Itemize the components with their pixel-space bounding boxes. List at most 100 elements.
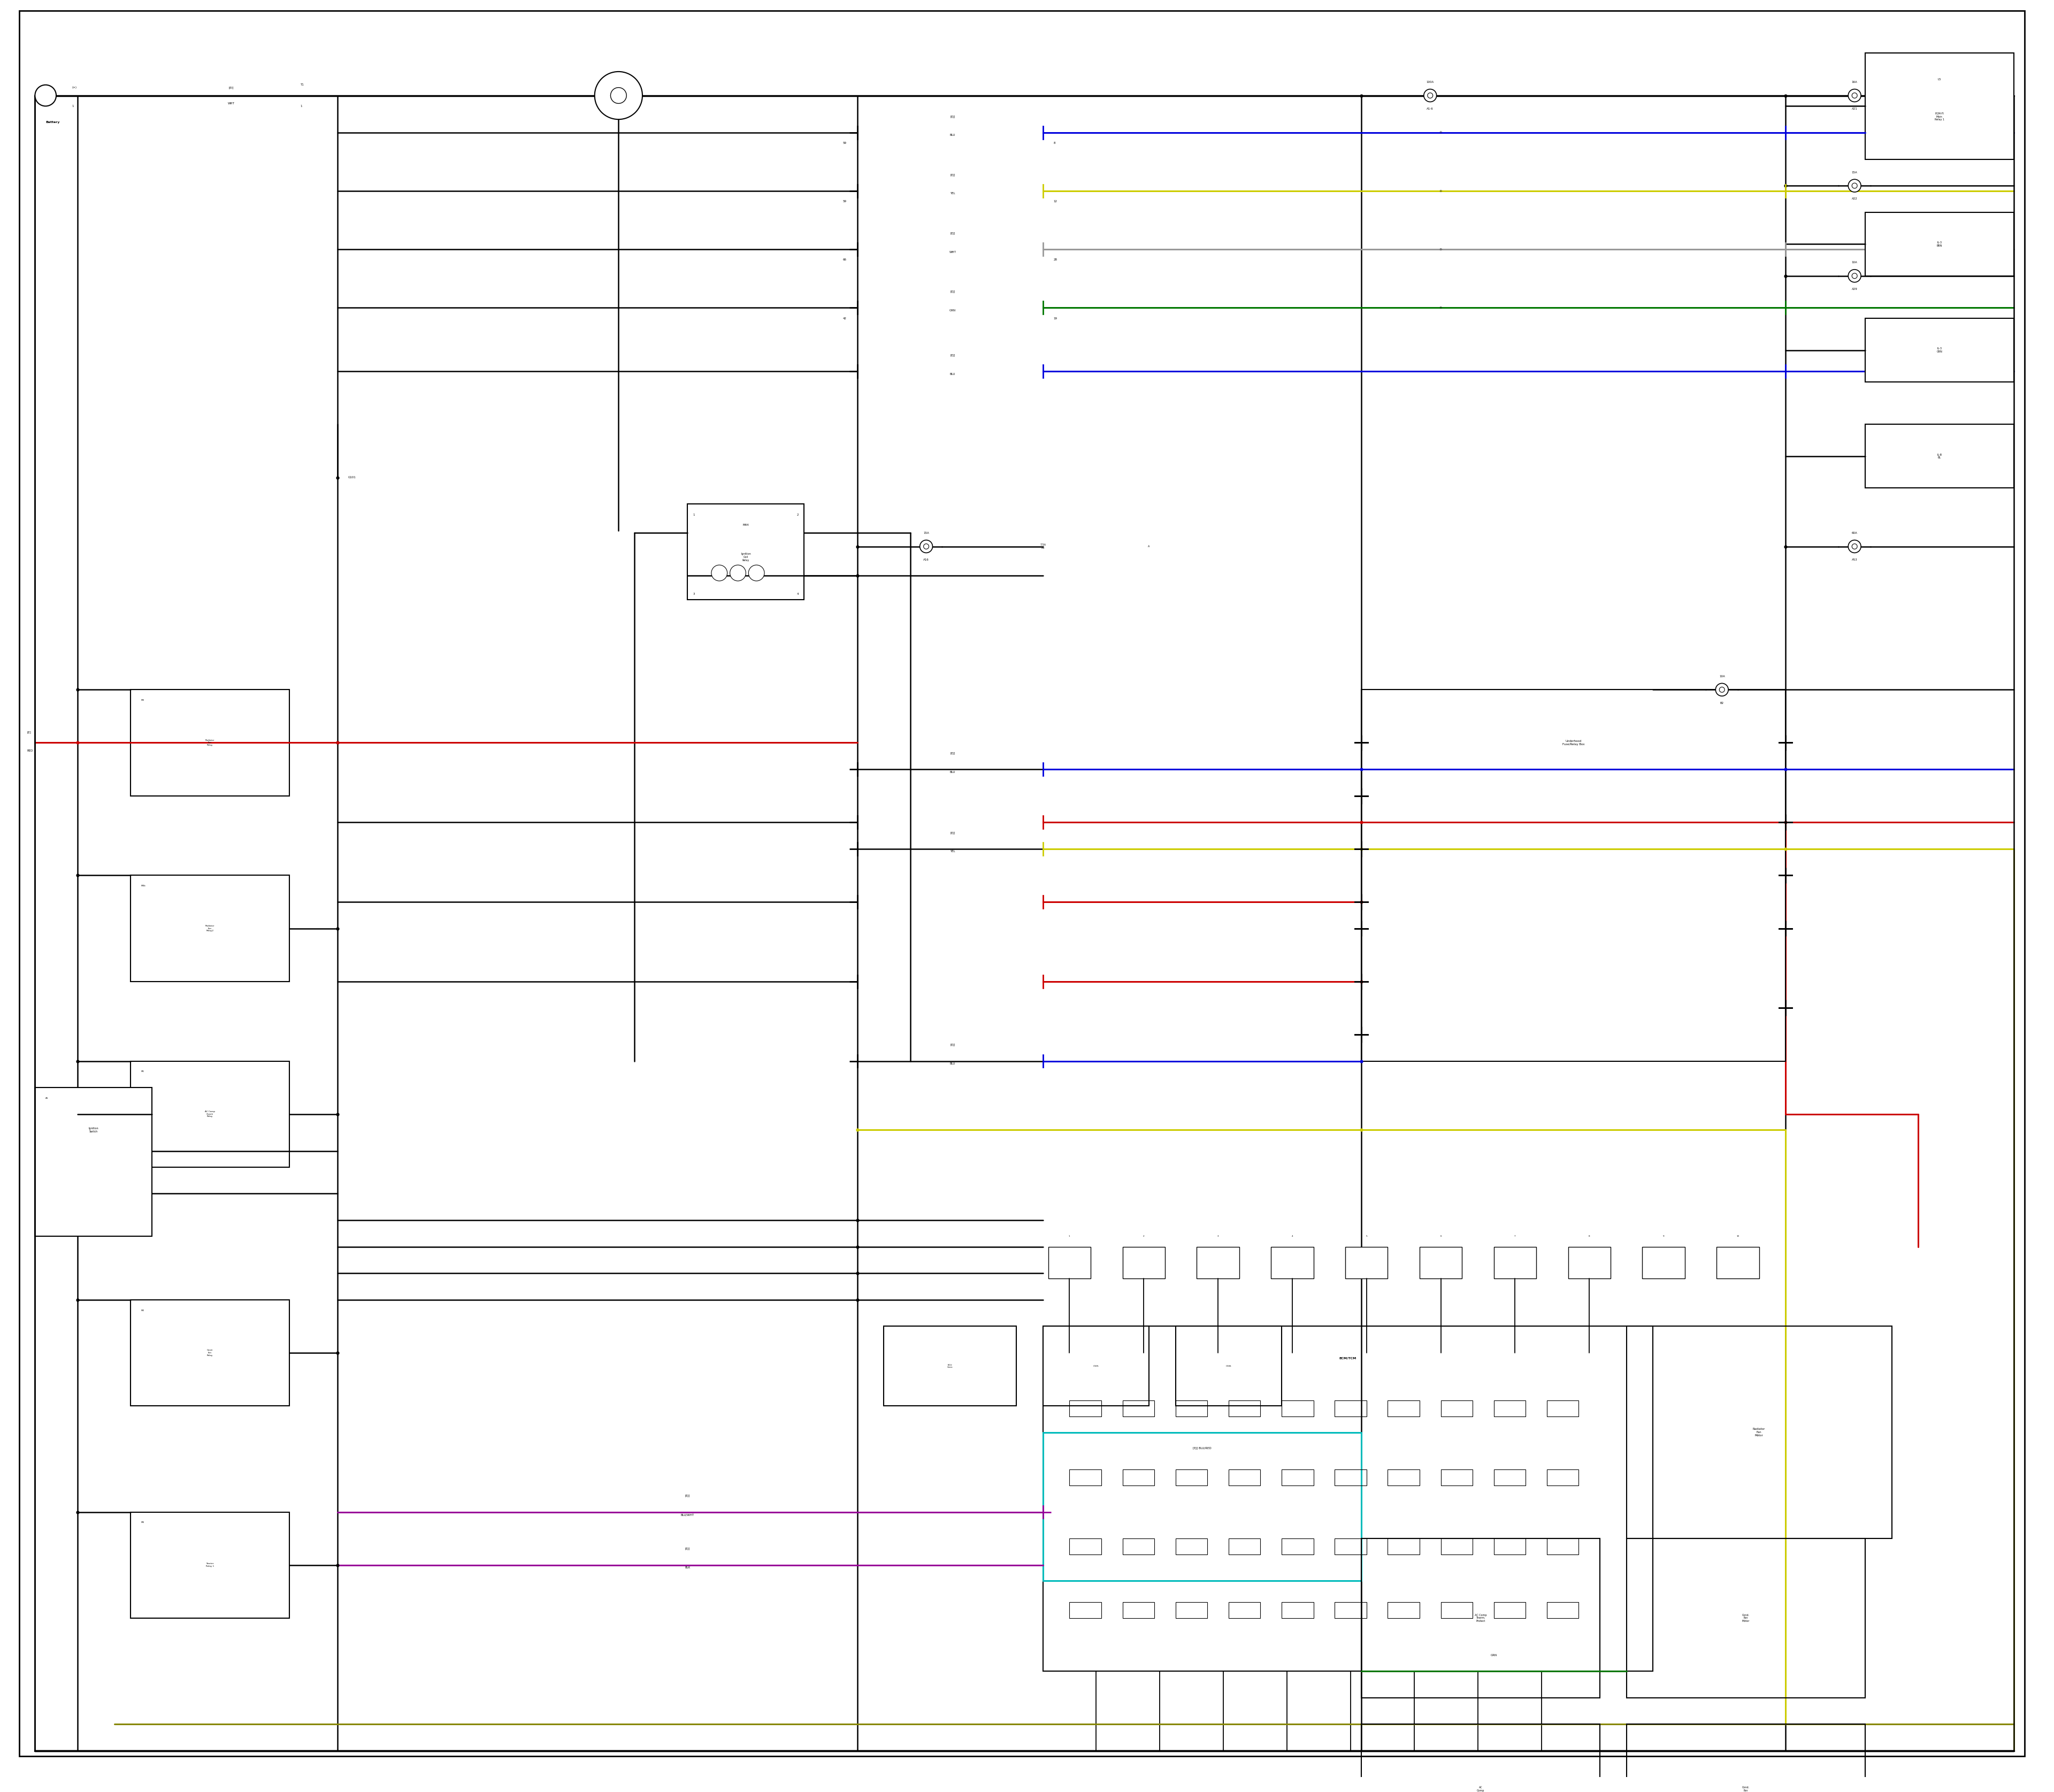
Text: [EJ]: [EJ] xyxy=(951,753,955,754)
Bar xyxy=(1335,1401,1366,1416)
Bar xyxy=(1440,1401,1473,1416)
Text: BLU: BLU xyxy=(949,771,955,774)
Text: M1: M1 xyxy=(142,1070,144,1073)
Bar xyxy=(1070,1602,1101,1618)
Bar xyxy=(1043,1326,1148,1407)
Bar xyxy=(1282,1602,1313,1618)
Bar xyxy=(1271,1247,1313,1278)
Bar xyxy=(1175,1326,1282,1407)
Circle shape xyxy=(1849,90,1861,102)
Bar xyxy=(1228,1602,1261,1618)
Bar xyxy=(1547,1602,1580,1618)
Bar xyxy=(1643,1247,1684,1278)
Text: Radiator
Fan
Relay: Radiator Fan Relay xyxy=(205,740,216,745)
Circle shape xyxy=(1849,269,1861,281)
Bar xyxy=(1493,1602,1526,1618)
Text: Cond.
Fan
Relay: Cond. Fan Relay xyxy=(207,1349,214,1357)
Bar xyxy=(1865,211,2013,276)
Bar xyxy=(131,690,290,796)
Bar xyxy=(1335,1539,1366,1554)
Text: BLK: BLK xyxy=(684,1566,690,1570)
Bar xyxy=(1567,1247,1610,1278)
Circle shape xyxy=(35,84,55,106)
Bar xyxy=(1440,1602,1473,1618)
Bar xyxy=(35,1088,152,1236)
Circle shape xyxy=(1849,539,1861,552)
Circle shape xyxy=(1719,686,1725,692)
Bar xyxy=(1175,1539,1208,1554)
Text: 10: 10 xyxy=(1736,1235,1740,1236)
Text: IL-3
GRN: IL-3 GRN xyxy=(1937,348,1943,353)
Text: Ignition
Switch: Ignition Switch xyxy=(88,1127,99,1133)
Bar xyxy=(1121,1469,1154,1486)
Text: [EJ]: [EJ] xyxy=(951,1043,955,1047)
Text: Radiator
Fan
Relay2: Radiator Fan Relay2 xyxy=(205,925,216,932)
Bar xyxy=(1440,1539,1473,1554)
Bar xyxy=(1175,1469,1208,1486)
Text: [EJ]: [EJ] xyxy=(951,115,955,118)
Circle shape xyxy=(1428,93,1434,99)
Bar xyxy=(1175,1602,1208,1618)
Circle shape xyxy=(610,88,626,104)
Circle shape xyxy=(1715,683,1727,695)
Text: Starter
Relay 1: Starter Relay 1 xyxy=(205,1563,214,1568)
Bar xyxy=(1389,1602,1419,1618)
Bar xyxy=(1627,1539,1865,1697)
Bar xyxy=(1362,1539,1600,1697)
Bar xyxy=(1547,1469,1580,1486)
Bar xyxy=(1121,1539,1154,1554)
Text: [E]: [E] xyxy=(27,731,31,733)
Bar xyxy=(1717,1247,1758,1278)
Bar xyxy=(1228,1401,1261,1416)
Text: GRN: GRN xyxy=(949,308,955,312)
Text: [EJ]: [EJ] xyxy=(951,290,955,294)
Bar xyxy=(1865,319,2013,382)
Bar xyxy=(1070,1539,1101,1554)
Text: AC Comp
Clutch
Relay: AC Comp Clutch Relay xyxy=(205,1111,216,1118)
Text: [EI]: [EI] xyxy=(228,86,234,90)
Text: [EJ]: [EJ] xyxy=(951,174,955,176)
Text: M2: M2 xyxy=(142,1310,144,1312)
Bar xyxy=(1865,54,2013,159)
Text: 19: 19 xyxy=(1054,317,1058,319)
Text: WHT: WHT xyxy=(228,102,234,104)
Text: Cond.
Fan
Motor: Cond. Fan Motor xyxy=(1742,1613,1750,1622)
Bar xyxy=(883,1326,1017,1407)
Text: 28: 28 xyxy=(1054,258,1058,262)
Bar xyxy=(131,1512,290,1618)
Circle shape xyxy=(1853,183,1857,188)
Circle shape xyxy=(711,564,727,581)
Bar xyxy=(1493,1469,1526,1486)
Bar xyxy=(1282,1401,1313,1416)
Text: [EJ]: [EJ] xyxy=(951,831,955,835)
Bar xyxy=(131,1299,290,1407)
Bar xyxy=(131,1061,290,1167)
Bar xyxy=(1228,1469,1261,1486)
Circle shape xyxy=(920,539,933,552)
Text: YEL: YEL xyxy=(951,849,955,853)
Text: BLU: BLU xyxy=(949,1063,955,1064)
Text: [EJ]: [EJ] xyxy=(684,1548,690,1550)
Bar xyxy=(1493,1401,1526,1416)
Bar xyxy=(1547,1401,1580,1416)
Text: RED: RED xyxy=(27,749,33,753)
Text: A1: A1 xyxy=(45,1097,49,1098)
Text: Battery: Battery xyxy=(45,120,60,124)
Text: 42: 42 xyxy=(842,317,846,319)
Text: A1-6: A1-6 xyxy=(1428,108,1434,109)
Text: C106: C106 xyxy=(1226,1366,1232,1367)
Text: 10A: 10A xyxy=(1853,262,1857,263)
Bar xyxy=(1121,1602,1154,1618)
Text: M44: M44 xyxy=(744,523,750,527)
Text: A21: A21 xyxy=(1853,108,1857,109)
Bar xyxy=(1389,1539,1419,1554)
Text: A29: A29 xyxy=(1853,289,1857,290)
Text: ECM/TCM: ECM/TCM xyxy=(1339,1357,1356,1360)
Bar xyxy=(1493,1247,1536,1278)
Text: A22: A22 xyxy=(1853,197,1857,201)
Text: 100A: 100A xyxy=(1425,81,1434,84)
Circle shape xyxy=(748,564,764,581)
Text: B2: B2 xyxy=(1719,702,1723,704)
Circle shape xyxy=(596,72,643,120)
Text: 66: 66 xyxy=(842,258,846,262)
